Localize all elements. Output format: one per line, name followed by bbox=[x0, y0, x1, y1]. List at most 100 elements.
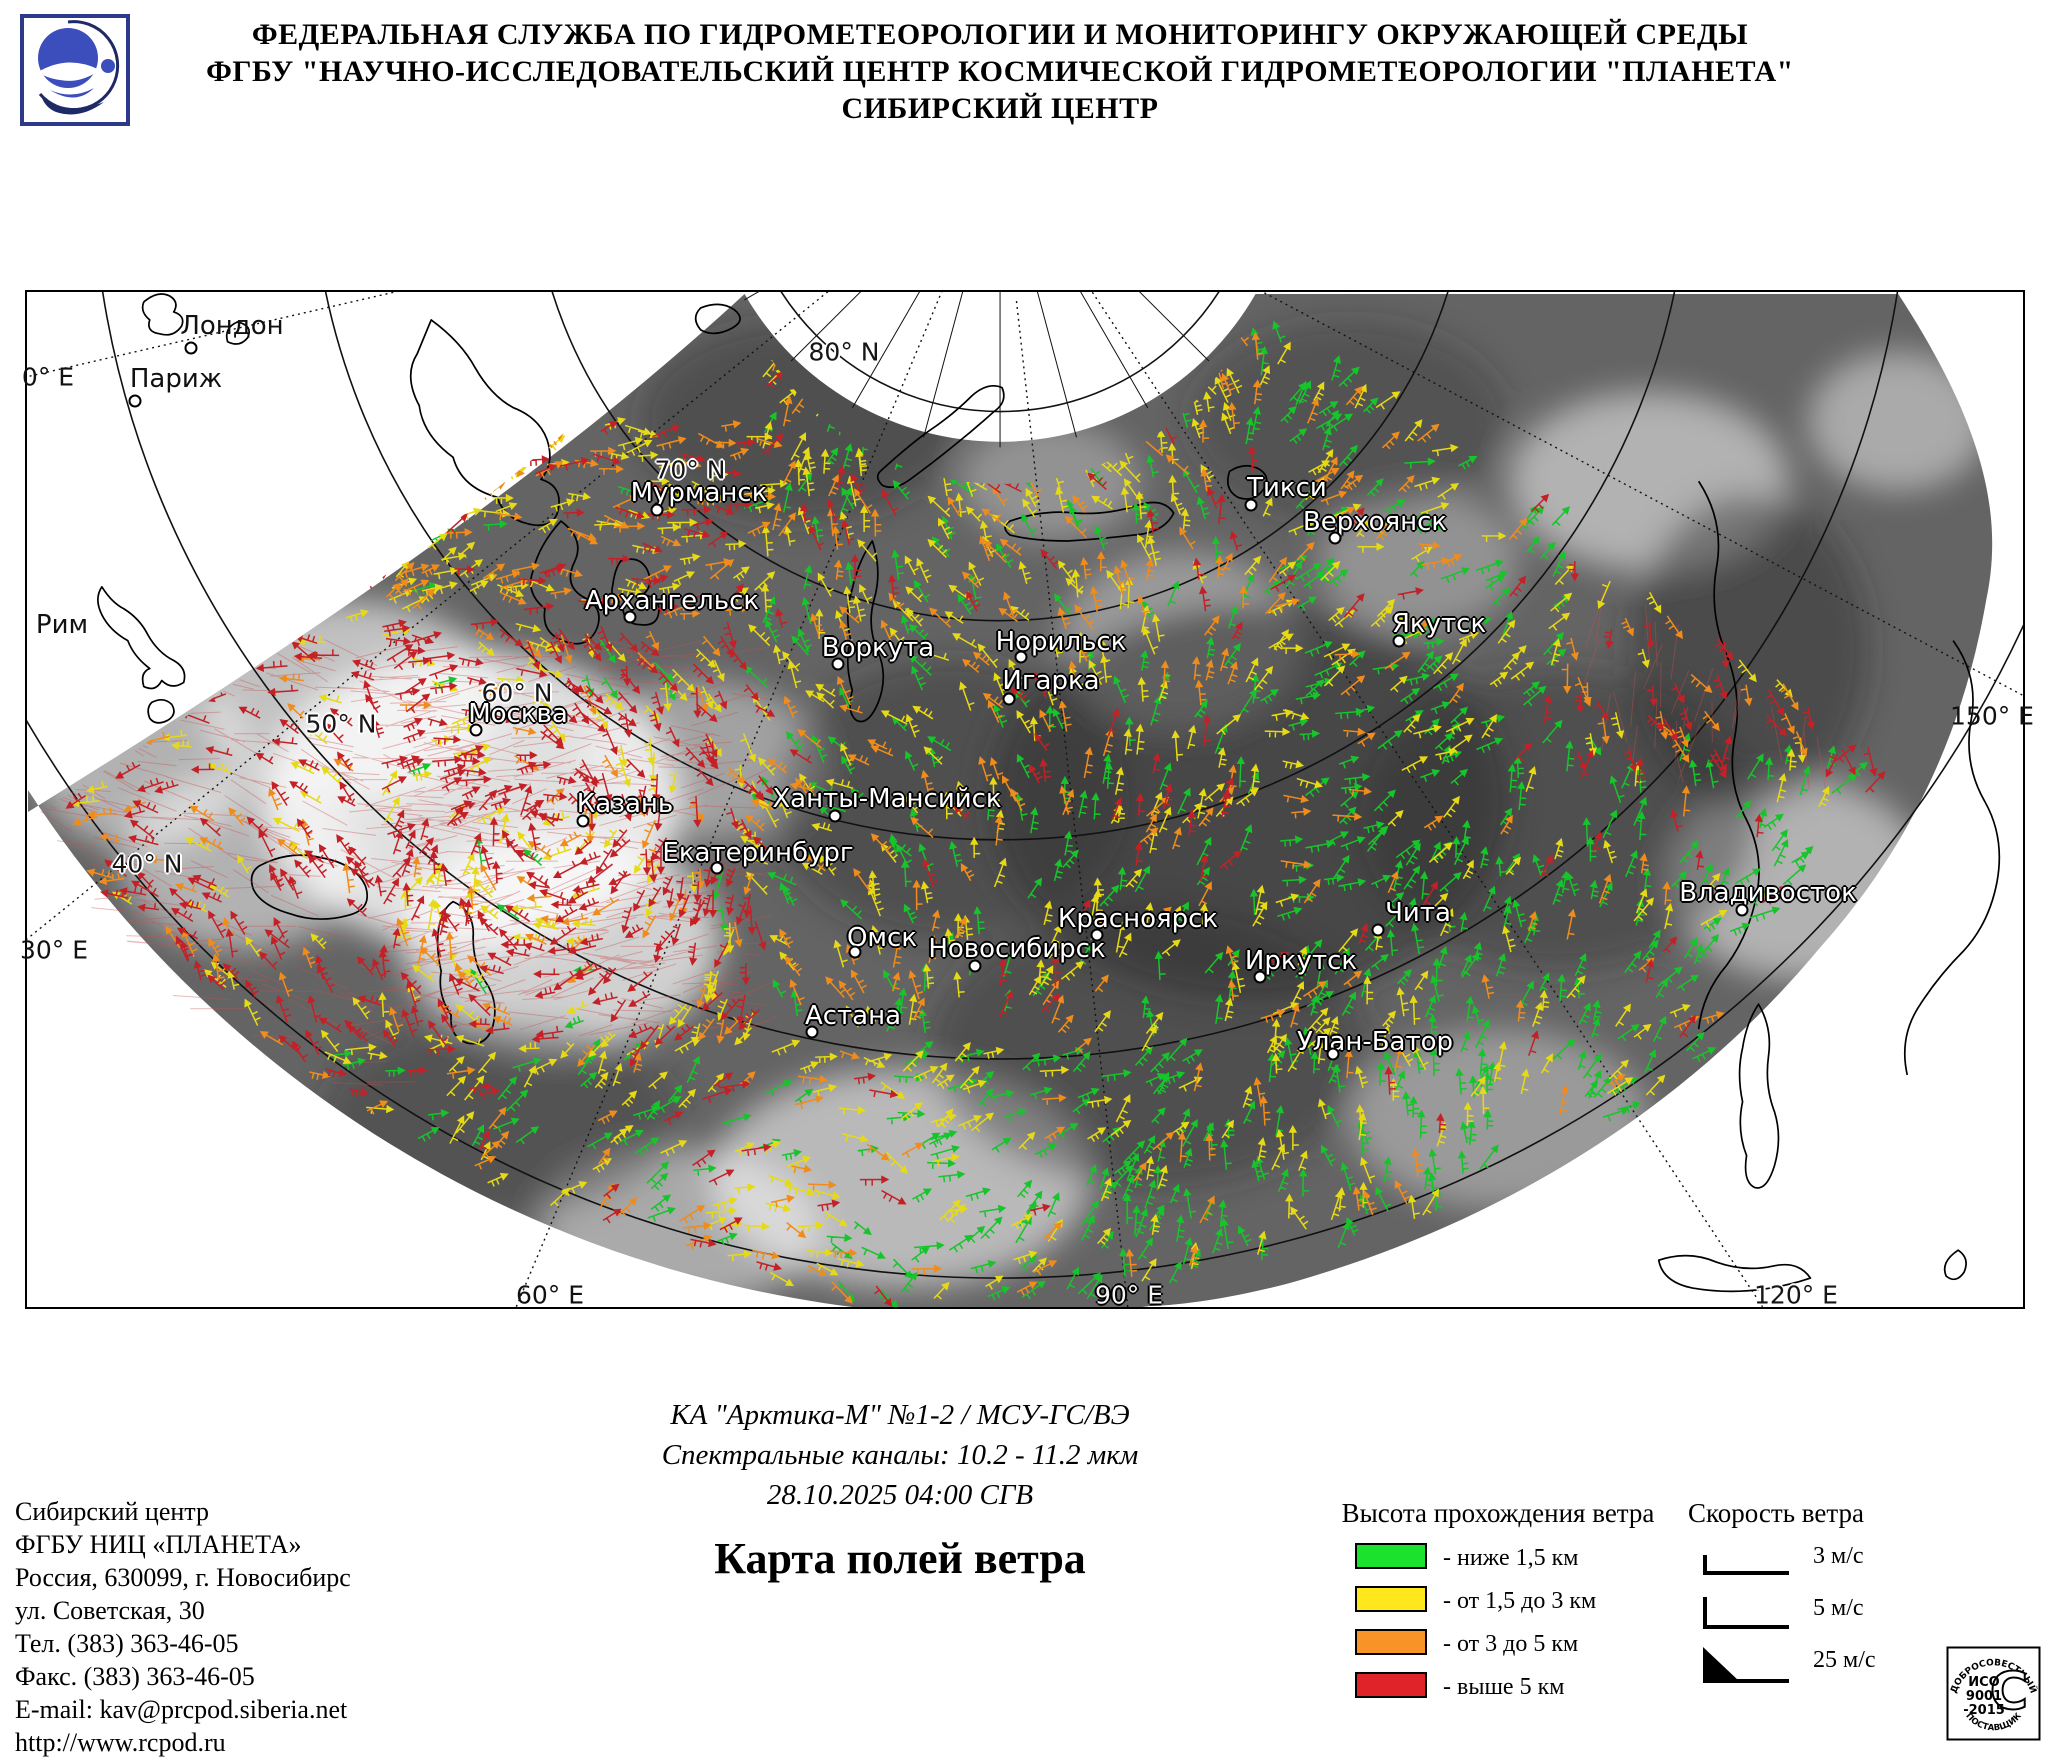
height-legend-label: - от 1,5 до 3 км bbox=[1443, 1588, 1597, 1614]
meridian-line bbox=[1080, 292, 1149, 409]
height-color-swatch bbox=[1355, 1586, 1427, 1612]
longitude-label: 30° E bbox=[19, 935, 89, 965]
parallel-line bbox=[102, 292, 1898, 1060]
wind-speed-legend: Скорость ветра 3 м/с 5 м/с 25 м/с bbox=[1685, 1498, 1945, 1689]
meridian-line bbox=[923, 292, 964, 438]
city-marker-Мурманск bbox=[650, 503, 664, 517]
org-title-line3: СИБИРСКИЙ ЦЕНТР bbox=[841, 92, 1159, 125]
speed-legend-label: 5 м/с bbox=[1813, 1595, 1864, 1621]
latitude-label: 50° N bbox=[305, 709, 377, 739]
coastlines bbox=[97, 293, 2001, 1293]
contact-line: http://www.rcpod.ru bbox=[15, 1728, 226, 1757]
speed-legend-label: 25 м/с bbox=[1813, 1647, 1876, 1673]
meridian-line bbox=[1015, 300, 1129, 1307]
cloud-texture bbox=[31, 321, 1989, 1307]
svg-text:-2015: -2015 bbox=[1963, 1703, 2005, 1718]
meridian-line bbox=[1261, 292, 2023, 697]
city-marker-Верхоянск bbox=[1328, 531, 1342, 545]
wind-arrows bbox=[27, 320, 1886, 1307]
city-label-Архангельск: Архангельск bbox=[584, 586, 760, 616]
short-tick-barb-icon bbox=[1703, 1555, 1789, 1575]
planeta-logo-icon bbox=[20, 14, 130, 126]
speed-legend-row: 25 м/с bbox=[1685, 1637, 1945, 1689]
city-marker-Владивосток bbox=[1735, 903, 1749, 917]
speed-legend-row: 3 м/с bbox=[1685, 1533, 1945, 1585]
city-label-Новосибирск: Новосибирск bbox=[928, 934, 1106, 964]
city-marker-Париж bbox=[128, 394, 142, 408]
height-color-swatch bbox=[1355, 1629, 1427, 1655]
org-title-line1: ФЕДЕРАЛЬНАЯ СЛУЖБА ПО ГИДРОМЕТЕОРОЛОГИИ … bbox=[251, 18, 1749, 51]
satellite-info-line2: Спектральные каналы: 10.2 - 11.2 мкм bbox=[661, 1439, 1139, 1471]
height-color-swatch bbox=[1355, 1672, 1427, 1698]
city-marker-Тикси bbox=[1244, 498, 1258, 512]
iso-9001-stamp: ДОБРОСОВЕСТНЫЙ ПОСТАВЩИК С ИСО 9001 -201… bbox=[1946, 1646, 2041, 1741]
city-label-Мурманск: Мурманск bbox=[630, 478, 768, 508]
contact-line: E-mail: kav@prcpod.siberia.net bbox=[15, 1695, 348, 1724]
city-marker-Чита bbox=[1371, 923, 1385, 937]
longitude-label: 150° E bbox=[1950, 701, 2034, 731]
city-label-Москва: Москва bbox=[468, 699, 568, 729]
city-marker-Омск bbox=[848, 945, 862, 959]
latitude-label: 60° N bbox=[481, 678, 553, 708]
meridian-line bbox=[851, 292, 920, 409]
satellite-swath bbox=[27, 293, 1993, 1307]
meridian-line bbox=[515, 292, 943, 1307]
city-label-Игарка: Игарка bbox=[1002, 666, 1100, 696]
svg-text:9001: 9001 bbox=[1966, 1689, 2002, 1704]
city-label-Екатеринбург: Екатеринбург bbox=[662, 838, 854, 868]
contact-block: Сибирский центр ФГБУ НИЦ «ПЛАНЕТА» Россия,… bbox=[15, 1495, 351, 1759]
height-legend-row: - от 1,5 до 3 км bbox=[1333, 1580, 1663, 1623]
satellite-info-line3: 28.10.2025 04:00 СГВ bbox=[766, 1479, 1034, 1511]
meridian-line bbox=[1091, 292, 1764, 1307]
svg-text:С: С bbox=[1990, 1662, 2028, 1722]
city-label-Тикси: Тикси bbox=[1247, 473, 1327, 503]
longitude-label: 120° E bbox=[1754, 1280, 1838, 1310]
city-marker-Иркутск bbox=[1253, 970, 1267, 984]
city-marker-Улан-Батор bbox=[1326, 1047, 1340, 1061]
contact-line: ФГБУ НИЦ «ПЛАНЕТА» bbox=[15, 1530, 302, 1559]
satellite-info-line1: КА "Арктика-М" №1-2 / МСУ-ГС/ВЭ bbox=[670, 1399, 1130, 1431]
height-legend-row: - от 3 до 5 км bbox=[1333, 1623, 1663, 1666]
city-label-Ханты-Мансийск: Ханты-Мансийск bbox=[772, 784, 1002, 814]
longitude-label: 90° E bbox=[1094, 1280, 1164, 1310]
product-info-block: КА "Арктика-М" №1-2 / МСУ-ГС/ВЭ Спектрал… bbox=[550, 1395, 1250, 1584]
contact-line: ул. Советская, 30 bbox=[15, 1596, 205, 1625]
wind-height-legend-title: Высота прохождения ветра bbox=[1341, 1498, 1655, 1528]
city-marker-Якутск bbox=[1392, 634, 1406, 648]
header: ФЕДЕРАЛЬНАЯ СЛУЖБА ПО ГИДРОМЕТЕОРОЛОГИИ … bbox=[0, 0, 2050, 180]
long-tick-barb-icon bbox=[1703, 1597, 1789, 1629]
triangle-barb-icon bbox=[1703, 1647, 1789, 1683]
height-legend-row: - ниже 1,5 км bbox=[1333, 1537, 1663, 1580]
city-label-Красноярск: Красноярск bbox=[1057, 904, 1219, 934]
wind-height-legend: Высота прохождения ветра - ниже 1,5 км - … bbox=[1333, 1498, 1663, 1709]
city-marker-Казань bbox=[576, 814, 590, 828]
contact-line: Россия, 630099, г. Новосибирс bbox=[15, 1563, 351, 1592]
longitude-label: 0° E bbox=[21, 362, 75, 392]
city-marker-Архангельск bbox=[623, 610, 637, 624]
city-marker-Астана bbox=[805, 1025, 819, 1039]
city-label-Астана: Астана bbox=[804, 1001, 902, 1031]
city-label-Париж: Париж bbox=[129, 364, 223, 394]
meridian-line bbox=[1139, 292, 1210, 362]
city-label-Чита: Чита bbox=[1385, 898, 1451, 928]
height-color-swatch bbox=[1355, 1543, 1427, 1569]
contact-line: Тел. (383) 363-46-05 bbox=[15, 1629, 239, 1658]
city-marker-Лондон bbox=[184, 341, 198, 355]
latitude-label: 80° N bbox=[808, 337, 880, 367]
city-marker-Москва bbox=[469, 723, 483, 737]
speed-legend-row: 5 м/с bbox=[1685, 1585, 1945, 1637]
city-label-Лондон: Лондон bbox=[180, 311, 284, 341]
map-title: Карта полей ветра bbox=[714, 1534, 1086, 1583]
height-legend-label: - от 3 до 5 км bbox=[1443, 1631, 1579, 1657]
city-marker-Красноярск bbox=[1090, 928, 1104, 942]
height-legend-row: - выше 5 км bbox=[1333, 1666, 1663, 1709]
city-marker-Ханты-Мансийск bbox=[828, 809, 842, 823]
city-marker-Екатеринбург bbox=[710, 861, 724, 875]
city-marker-Новосибирск bbox=[968, 959, 982, 973]
latitude-label: 70° N bbox=[654, 455, 726, 485]
city-label-Казань: Казань bbox=[576, 789, 674, 819]
meridian-line bbox=[27, 292, 398, 378]
city-marker-Воркута bbox=[831, 657, 845, 671]
contact-line: Факс. (383) 363-46-05 bbox=[15, 1662, 255, 1691]
